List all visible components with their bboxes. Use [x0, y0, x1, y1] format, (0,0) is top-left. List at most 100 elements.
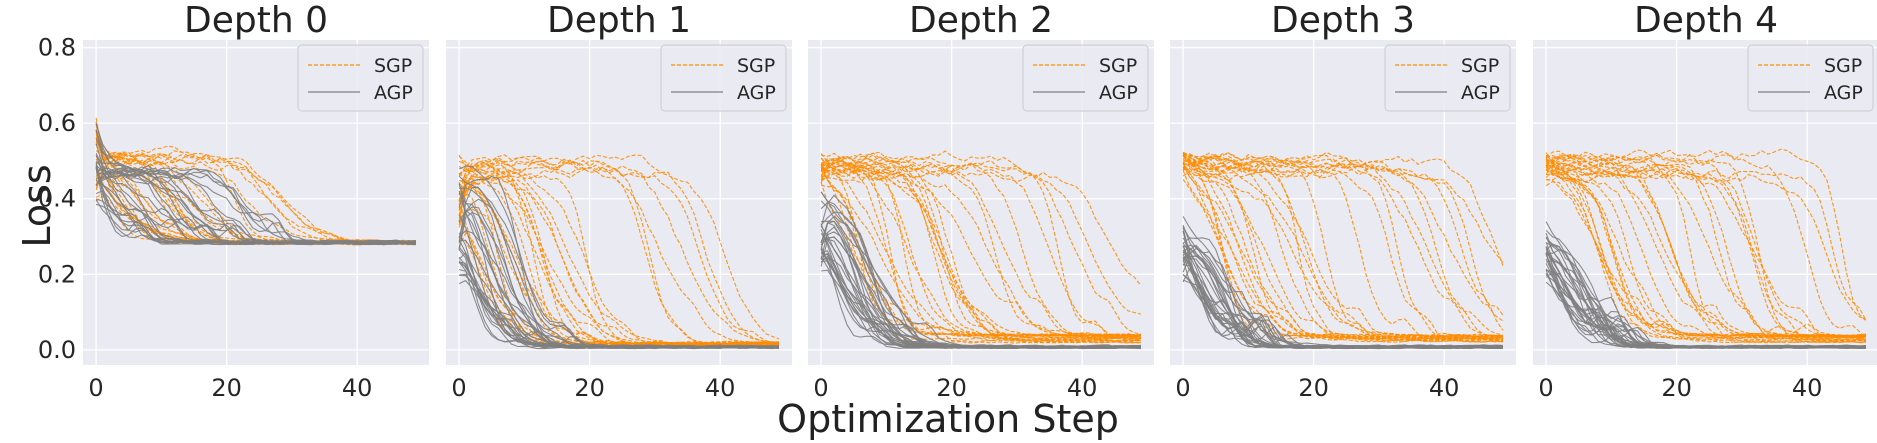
- agp-run-line: [1545, 269, 1866, 348]
- sgp-run-line: [1545, 168, 1867, 321]
- legend: SGP AGP: [297, 44, 424, 112]
- legend: SGP AGP: [660, 44, 787, 112]
- legend-label-agp: AGP: [1824, 82, 1863, 104]
- sgp-run-line: [459, 173, 779, 347]
- sgp-run-line: [1545, 162, 1866, 342]
- sgp-run-line: [820, 157, 1141, 342]
- x-tick-label: 0: [88, 374, 103, 402]
- series-lines: [458, 154, 780, 350]
- legend: SGP AGP: [1022, 44, 1149, 112]
- sgp-run-line: [1183, 155, 1504, 316]
- x-tick-label: 0: [451, 374, 466, 402]
- sgp-run-line: [458, 165, 780, 340]
- sgp-run-line: [820, 155, 1141, 344]
- sgp-run-line: [1182, 151, 1504, 336]
- x-tick-label: 0: [1175, 374, 1190, 402]
- sgp-run-line: [1546, 175, 1867, 342]
- sgp-run-line: [1545, 166, 1866, 339]
- agp-run-line: [95, 143, 416, 245]
- sgp-run-line: [820, 166, 1141, 336]
- sgp-run-line: [1545, 164, 1866, 341]
- legend-box: [297, 44, 424, 112]
- panel-depth-1: Depth 1 0 20 40 SGP AGP: [446, 0, 792, 402]
- sgp-run-line: [820, 157, 1141, 344]
- x-tick-label: 40: [342, 374, 373, 402]
- sgp-run-line: [1545, 154, 1867, 339]
- legend-box: [1747, 44, 1874, 112]
- sgp-run-line: [1545, 148, 1867, 322]
- sgp-run-line: [95, 141, 416, 245]
- panel-title: Depth 2: [909, 0, 1053, 41]
- legend-label-sgp: SGP: [1461, 55, 1499, 77]
- sgp-run-line: [820, 157, 1141, 343]
- sgp-run-line: [458, 154, 779, 343]
- legend-label-agp: AGP: [374, 82, 413, 104]
- sgp-run-line: [1545, 154, 1866, 344]
- legend-label-agp: AGP: [1099, 82, 1138, 104]
- sgp-run-line: [1182, 156, 1503, 341]
- sgp-run-line: [1182, 152, 1503, 341]
- sgp-run-line: [820, 162, 1141, 339]
- agp-run-line: [1182, 245, 1503, 350]
- sgp-run-line: [95, 125, 416, 243]
- panel-depth-4: Depth 4 0 20 40 SGP AGP: [1533, 0, 1877, 402]
- sgp-run-line: [1545, 181, 1866, 337]
- legend-box: [1384, 44, 1511, 112]
- sgp-run-line: [1545, 155, 1866, 338]
- legend-label-sgp: SGP: [737, 55, 775, 77]
- agp-run-line: [458, 211, 779, 349]
- x-tick-label: 0: [1538, 374, 1553, 402]
- x-tick-label: 40: [1792, 374, 1823, 402]
- sgp-run-line: [95, 153, 416, 246]
- sgp-run-line: [1182, 152, 1503, 338]
- series-lines: [1545, 148, 1867, 350]
- panel-depth-0: Depth 0 0 20 40 0.0 0.2 0.4 0.6 0.8 SGP AGP: [38, 0, 429, 402]
- x-tick-label: 20: [211, 374, 242, 402]
- x-tick-label: 20: [574, 374, 605, 402]
- panel-title: Depth 1: [547, 0, 691, 41]
- agp-run-line: [1182, 259, 1503, 350]
- sgp-run-line: [95, 145, 417, 243]
- sgp-run-line: [820, 166, 1141, 344]
- legend-box: [1022, 44, 1149, 112]
- legend-label-sgp: SGP: [374, 55, 412, 77]
- sgp-run-line: [1182, 157, 1503, 343]
- sgp-run-line: [820, 175, 1141, 344]
- y-tick-label: 0.8: [38, 34, 76, 62]
- sgp-run-line: [820, 153, 1141, 339]
- x-tick-label: 0: [813, 374, 828, 402]
- sgp-run-line: [1545, 158, 1866, 339]
- legend-label-sgp: SGP: [1824, 55, 1862, 77]
- y-tick-label: 0.4: [38, 185, 76, 213]
- legend: SGP AGP: [1384, 44, 1511, 112]
- panel-title: Depth 3: [1271, 0, 1415, 41]
- sgp-run-line: [1183, 152, 1504, 339]
- y-axis-label: Loss: [15, 164, 59, 247]
- x-tick-label: 20: [1661, 374, 1692, 402]
- sgp-run-line: [1545, 155, 1866, 343]
- agp-run-line: [1545, 232, 1866, 349]
- sgp-run-line: [821, 150, 1142, 335]
- sgp-run-line: [820, 167, 1141, 337]
- sgp-run-line: [95, 140, 416, 244]
- y-tick-label: 0.6: [38, 109, 76, 137]
- y-tick-label: 0.0: [38, 336, 76, 364]
- panel-depth-3: Depth 3 0 20 40 SGP AGP: [1170, 0, 1516, 402]
- sgp-run-line: [1182, 158, 1503, 338]
- sgp-run-line: [820, 159, 1141, 339]
- x-tick-label: 20: [1298, 374, 1329, 402]
- sgp-run-line: [1182, 151, 1504, 343]
- sgp-run-line: [1545, 168, 1866, 336]
- legend-box: [660, 44, 787, 112]
- sgp-run-line: [1545, 158, 1866, 338]
- series-lines: [95, 117, 417, 246]
- agp-run-line: [821, 253, 1141, 350]
- series-lines: [1182, 151, 1504, 350]
- sgp-run-line: [458, 154, 779, 348]
- agp-run-line: [95, 155, 416, 244]
- legend-label-sgp: SGP: [1099, 55, 1137, 77]
- sgp-run-line: [458, 154, 780, 345]
- panel-title: Depth 4: [1634, 0, 1778, 41]
